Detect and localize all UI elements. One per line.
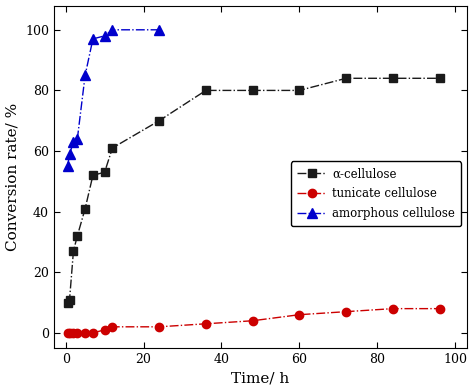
α-cellulose <box>102 170 108 175</box>
tunicate cellulose <box>156 325 162 329</box>
amorphous cellulose <box>65 164 71 169</box>
tunicate cellulose <box>343 309 349 314</box>
α-cellulose <box>90 173 96 178</box>
amorphous cellulose <box>102 34 108 38</box>
α-cellulose <box>297 88 302 93</box>
α-cellulose <box>74 233 80 238</box>
α-cellulose <box>343 76 349 81</box>
tunicate cellulose <box>109 325 115 329</box>
amorphous cellulose <box>90 36 96 41</box>
tunicate cellulose <box>102 328 108 332</box>
tunicate cellulose <box>71 330 76 335</box>
α-cellulose <box>67 297 73 302</box>
tunicate cellulose <box>82 330 88 335</box>
tunicate cellulose <box>90 330 96 335</box>
amorphous cellulose <box>156 27 162 32</box>
amorphous cellulose <box>71 140 76 144</box>
Line: amorphous cellulose: amorphous cellulose <box>63 25 164 171</box>
tunicate cellulose <box>297 312 302 317</box>
α-cellulose <box>250 88 255 93</box>
amorphous cellulose <box>82 73 88 77</box>
Line: α-cellulose: α-cellulose <box>64 74 444 307</box>
tunicate cellulose <box>390 306 396 311</box>
α-cellulose <box>203 88 209 93</box>
tunicate cellulose <box>74 330 80 335</box>
amorphous cellulose <box>67 152 73 156</box>
α-cellulose <box>109 146 115 151</box>
tunicate cellulose <box>203 321 209 326</box>
Line: tunicate cellulose: tunicate cellulose <box>64 305 444 337</box>
Y-axis label: Conversion rate/ %: Conversion rate/ % <box>6 103 19 251</box>
tunicate cellulose <box>67 330 73 335</box>
α-cellulose <box>437 76 442 81</box>
α-cellulose <box>71 249 76 253</box>
α-cellulose <box>82 206 88 211</box>
tunicate cellulose <box>250 318 255 323</box>
Legend: α-cellulose, tunicate cellulose, amorphous cellulose: α-cellulose, tunicate cellulose, amorpho… <box>291 161 461 226</box>
α-cellulose <box>65 300 71 305</box>
X-axis label: Time/ h: Time/ h <box>231 371 290 386</box>
amorphous cellulose <box>74 136 80 141</box>
α-cellulose <box>390 76 396 81</box>
tunicate cellulose <box>65 330 71 335</box>
amorphous cellulose <box>109 27 115 32</box>
α-cellulose <box>156 118 162 123</box>
tunicate cellulose <box>437 306 442 311</box>
